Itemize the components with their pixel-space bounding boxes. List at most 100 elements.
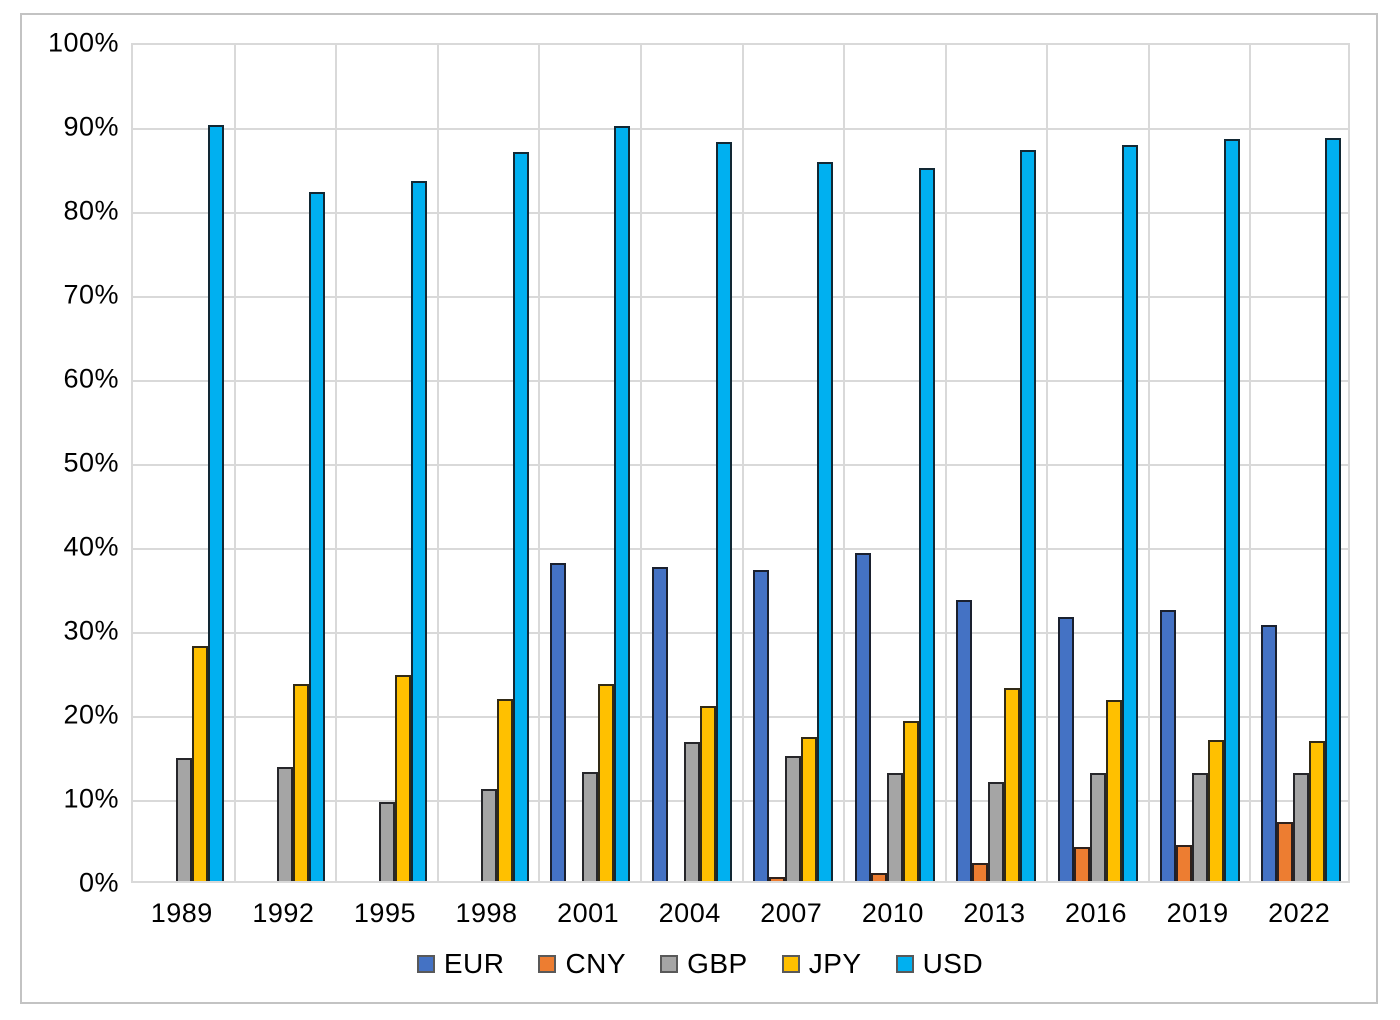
plot-area <box>131 43 1350 883</box>
gridline-horizontal <box>133 380 1348 382</box>
bar-usd-2019 <box>1223 139 1240 881</box>
y-tick-label: 70% <box>63 279 119 310</box>
bar-cny-2016 <box>1074 847 1091 881</box>
legend-swatch-icon <box>781 955 800 973</box>
gridline-vertical <box>335 45 338 881</box>
bar-usd-1998 <box>512 151 529 881</box>
bar-cny-2013 <box>972 862 989 881</box>
x-tick-label-1995: 1995 <box>353 898 416 928</box>
bar-gbp-2016 <box>1090 773 1107 881</box>
bar-jpy-2019 <box>1207 739 1224 881</box>
legend-item-cny: CNY <box>538 948 626 980</box>
gridline-vertical <box>944 45 947 881</box>
gridline-vertical <box>741 45 744 881</box>
bar-gbp-2001 <box>582 771 599 881</box>
gridline-vertical <box>1249 45 1252 881</box>
y-tick-label: 60% <box>63 363 119 394</box>
bar-group-1995 <box>336 45 438 881</box>
bar-gbp-2004 <box>683 742 700 881</box>
bar-jpy-2001 <box>598 683 615 881</box>
legend-item-jpy: JPY <box>781 948 862 980</box>
gridline-vertical <box>1046 45 1049 881</box>
bar-group-2019 <box>1149 45 1251 881</box>
bar-eur-2007 <box>753 570 770 881</box>
legend-item-eur: EUR <box>416 948 505 980</box>
y-tick-label: 90% <box>63 111 119 142</box>
gridline-horizontal <box>133 800 1348 802</box>
y-tick-label: 50% <box>63 447 119 478</box>
legend-label: GBP <box>687 948 748 979</box>
legend-swatch-icon <box>416 955 435 973</box>
x-tick-label-2004: 2004 <box>658 898 721 928</box>
bar-group-2022 <box>1250 45 1352 881</box>
bar-cny-2022 <box>1277 822 1294 881</box>
bar-gbp-1995 <box>378 802 395 881</box>
gridline-horizontal <box>133 296 1348 298</box>
x-tick-label-2010: 2010 <box>861 898 924 928</box>
bar-gbp-1989 <box>175 758 192 881</box>
y-tick-label: 40% <box>63 531 119 562</box>
x-tick-label-2016: 2016 <box>1064 898 1128 928</box>
bar-usd-1992 <box>309 192 326 881</box>
gridline-horizontal <box>133 632 1348 634</box>
bar-eur-2019 <box>1159 609 1176 881</box>
bar-eur-2004 <box>651 566 668 881</box>
gridline-vertical <box>639 45 642 881</box>
legend-item-usd: USD <box>895 948 984 980</box>
y-tick-label: 80% <box>63 195 119 226</box>
gridline-horizontal <box>133 548 1348 550</box>
bar-usd-1989 <box>207 125 224 881</box>
bar-group-1998 <box>438 45 540 881</box>
x-tick-label-2007: 2007 <box>760 898 823 928</box>
bar-eur-2022 <box>1261 624 1278 881</box>
x-tick-label-1992: 1992 <box>252 898 315 928</box>
bar-gbp-2013 <box>988 781 1005 881</box>
gridline-vertical <box>436 45 439 881</box>
legend-swatch-icon <box>660 955 679 973</box>
bar-gbp-2022 <box>1293 772 1310 881</box>
bar-usd-2013 <box>1020 150 1037 881</box>
gridline-horizontal <box>133 212 1348 214</box>
bar-group-2013 <box>946 45 1048 881</box>
bar-group-2007 <box>743 45 845 881</box>
bar-group-1989 <box>133 45 235 881</box>
bar-jpy-2004 <box>699 706 716 881</box>
bar-gbp-2007 <box>785 755 802 881</box>
y-tick-label: 100% <box>47 27 119 58</box>
x-tick-label-1998: 1998 <box>455 898 518 928</box>
bar-jpy-1992 <box>293 684 310 881</box>
bar-gbp-1992 <box>277 766 294 881</box>
bar-usd-2007 <box>817 161 834 881</box>
bar-usd-2016 <box>1122 145 1139 881</box>
legend: EUR CNY GBP JPY USD <box>0 948 1400 980</box>
x-tick-label-2022: 2022 <box>1268 898 1331 928</box>
bar-gbp-1998 <box>480 788 497 881</box>
bar-usd-2022 <box>1325 137 1342 881</box>
bar-jpy-2007 <box>801 736 818 881</box>
bar-eur-2001 <box>550 562 567 881</box>
bar-jpy-1998 <box>496 698 513 881</box>
bar-group-2001 <box>539 45 641 881</box>
bar-usd-2004 <box>715 141 732 881</box>
bar-group-2010 <box>844 45 946 881</box>
bar-jpy-1989 <box>191 645 208 881</box>
bar-jpy-2013 <box>1004 687 1021 881</box>
bar-cny-2019 <box>1175 844 1192 881</box>
gridline-vertical <box>233 45 236 881</box>
legend-label: EUR <box>443 948 505 979</box>
bar-eur-2013 <box>956 600 973 881</box>
bar-eur-2010 <box>854 552 871 881</box>
legend-label: JPY <box>808 948 862 979</box>
legend-swatch-icon <box>895 955 914 973</box>
y-tick-label: 30% <box>63 615 119 646</box>
y-tick-label: 10% <box>63 783 119 814</box>
bar-cny-2007 <box>769 876 786 881</box>
bar-group-2004 <box>641 45 743 881</box>
bar-gbp-2010 <box>886 772 903 881</box>
gridline-vertical <box>538 45 541 881</box>
x-tick-label-2013: 2013 <box>963 898 1026 928</box>
bar-eur-2016 <box>1058 617 1075 881</box>
gridline-vertical <box>1147 45 1150 881</box>
bar-jpy-2022 <box>1309 740 1326 881</box>
